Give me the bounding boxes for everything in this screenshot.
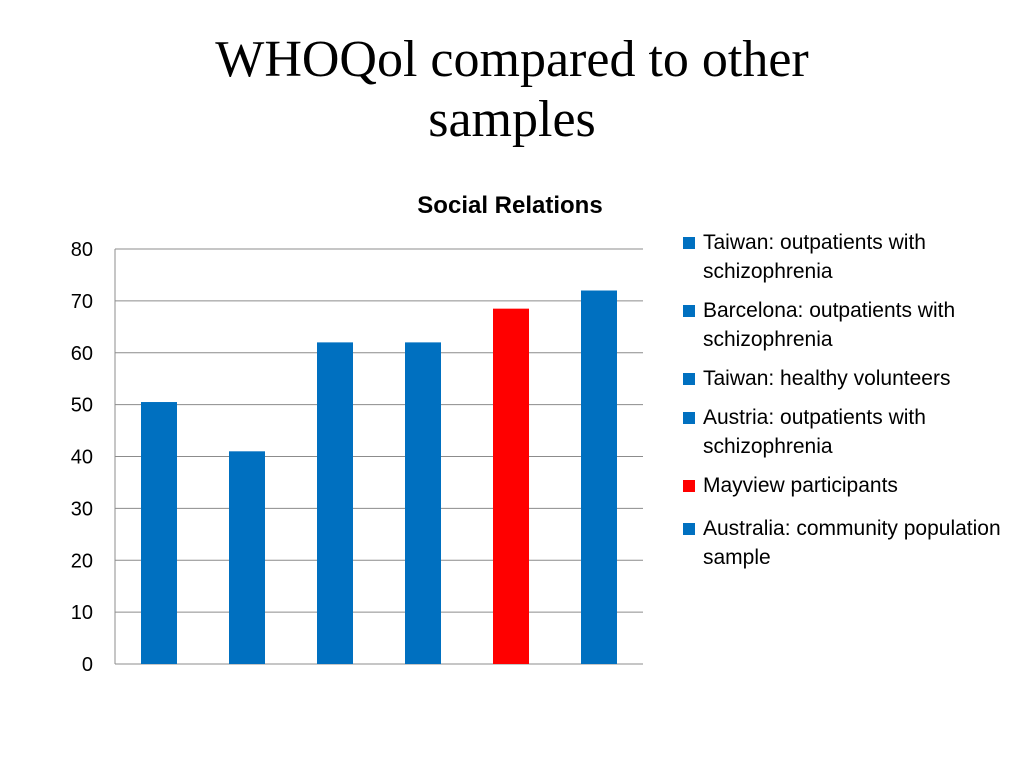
legend-label: Austria: outpatients with schizophrenia — [703, 406, 926, 458]
bar — [405, 342, 441, 664]
y-tick-label: 80 — [71, 239, 93, 261]
legend-label: Taiwan: outpatients with schizophrenia — [703, 231, 926, 283]
legend-swatch — [683, 237, 695, 249]
legend-label: Taiwan: healthy volunteers — [703, 367, 951, 390]
y-tick-label: 0 — [82, 654, 93, 676]
y-tick-label: 10 — [71, 602, 93, 624]
slide-title-line-2: samples — [428, 91, 596, 148]
legend-swatch — [683, 480, 695, 492]
y-tick-label: 50 — [71, 395, 93, 417]
legend-item: Taiwan: healthy volunteers — [683, 364, 1003, 393]
slide-title-line-1: WHOQol compared to other — [215, 31, 809, 88]
legend-item: Barcelona: outpatients with schizophreni… — [683, 296, 1003, 354]
legend-label: Mayview participants — [703, 474, 898, 497]
legend-item: Mayview participants — [683, 471, 1003, 500]
bar — [141, 402, 177, 664]
bar — [493, 308, 529, 664]
legend-label: Australia: community population sample — [703, 517, 1001, 569]
legend-label: Barcelona: outpatients with schizophreni… — [703, 299, 956, 351]
slide-title: WHOQol compared to other samples — [62, 30, 962, 150]
legend-item: Taiwan: outpatients with schizophrenia — [683, 228, 1003, 286]
y-tick-label: 20 — [71, 550, 93, 572]
legend-swatch — [683, 412, 695, 424]
chart-title: Social Relations — [417, 192, 603, 219]
legend-swatch — [683, 305, 695, 317]
y-tick-label: 40 — [71, 447, 93, 469]
legend: Taiwan: outpatients with schizophrenia B… — [683, 228, 1003, 582]
bar — [581, 290, 617, 664]
legend-item: Austria: outpatients with schizophrenia — [683, 403, 1003, 461]
y-tick-label: 60 — [71, 343, 93, 365]
legend-swatch — [683, 523, 695, 535]
bar — [317, 342, 353, 664]
legend-item: Australia: community population sample — [683, 514, 1003, 572]
bar — [229, 451, 265, 664]
y-tick-label: 30 — [71, 498, 93, 520]
legend-swatch — [683, 373, 695, 385]
y-tick-label: 70 — [71, 291, 93, 313]
